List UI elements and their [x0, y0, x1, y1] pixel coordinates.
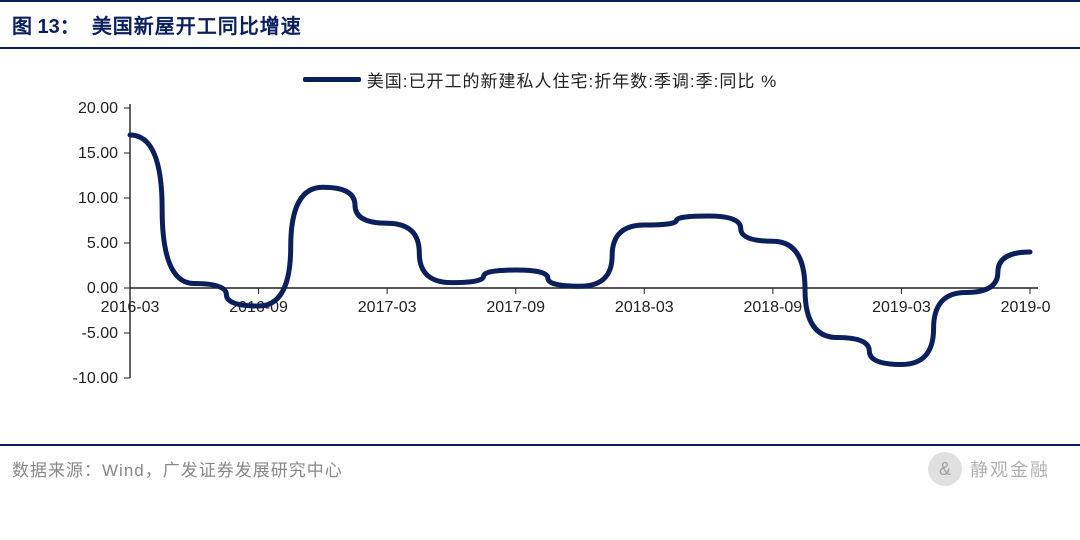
legend-swatch [303, 77, 361, 82]
y-tick-label: 15.00 [78, 145, 118, 162]
figure-number: 图 13： [12, 10, 80, 39]
source-text: 数据来源：Wind，广发证券发展研究中心 [12, 461, 343, 480]
y-tick-label: -5.00 [82, 325, 119, 342]
x-tick-label: 2017-09 [486, 299, 545, 316]
series-line [130, 135, 1030, 365]
legend-label: 美国:已开工的新建私人住宅:折年数:季调:季:同比 % [367, 67, 777, 92]
x-tick-label: 2017-03 [358, 299, 417, 316]
y-tick-label: 0.00 [87, 280, 118, 297]
y-tick-label: 10.00 [78, 190, 118, 207]
x-tick-label: 2018-03 [615, 299, 674, 316]
x-tick-label: 2019-03 [872, 299, 931, 316]
line-chart-svg: -10.00 -5.00 0.00 5.00 10.00 15.00 20.00 2016-0… [30, 98, 1050, 438]
chart-legend: 美国:已开工的新建私人住宅:折年数:季调:季:同比 % [0, 49, 1080, 98]
x-tick-label: 2019-09 [1001, 299, 1050, 316]
legend-item: 美国:已开工的新建私人住宅:折年数:季调:季:同比 % [303, 67, 777, 92]
watermark: & 静观金融 [928, 452, 1050, 486]
y-tick-label: 20.00 [78, 100, 118, 117]
y-tick-label: 5.00 [87, 235, 118, 252]
chart-area: -10.00 -5.00 0.00 5.00 10.00 15.00 20.00 2016-0… [30, 98, 1050, 438]
figure-title-bar: 图 13： 美国新屋开工同比增速 [0, 0, 1080, 49]
watermark-text: 静观金融 [970, 456, 1050, 482]
y-tick-label: -10.00 [73, 370, 118, 387]
x-tick-label: 2016-03 [101, 299, 160, 316]
x-tick-label: 2018-09 [743, 299, 802, 316]
figure-title: 美国新屋开工同比增速 [92, 10, 302, 39]
watermark-icon: & [928, 452, 962, 486]
source-footer: 数据来源：Wind，广发证券发展研究中心 [0, 444, 1080, 481]
